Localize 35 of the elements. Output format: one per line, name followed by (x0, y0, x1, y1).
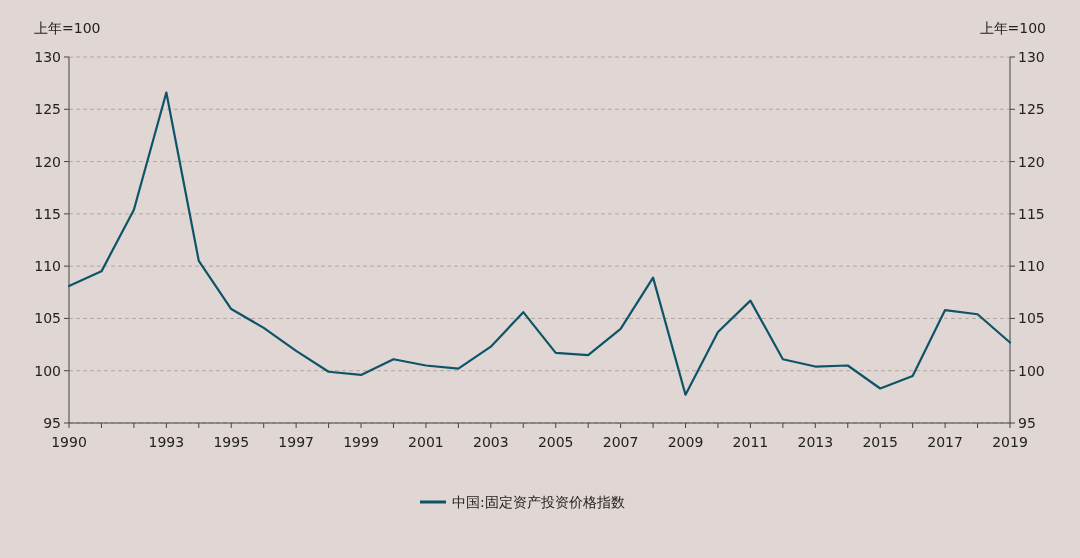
x-tick-label: 1995 (213, 434, 250, 450)
y-tick-label: 130 (34, 49, 61, 65)
y2-tick-label: 115 (1018, 205, 1045, 222)
x-tick-label: 2005 (537, 434, 574, 450)
x-tick-label: 2011 (732, 434, 769, 450)
y-tick-label: 105 (34, 310, 61, 327)
x-tick-label: 2003 (473, 434, 509, 450)
y-tick-label: 120 (34, 153, 61, 170)
y-axis-title: 上年=100 (34, 20, 101, 36)
y2-tick-label: 125 (1018, 101, 1045, 118)
y2-tick-label: 100 (1018, 362, 1045, 379)
x-tick-label: 2015 (862, 434, 899, 450)
y-tick-label: 125 (34, 101, 61, 118)
x-tick-label: 2019 (992, 434, 1028, 450)
y2-axis-title: 上年=100 (979, 20, 1046, 36)
x-tick-label: 1997 (278, 434, 314, 450)
y2-tick-label: 105 (1018, 310, 1045, 327)
legend-label: 中国:固定资产投资价格指数 (452, 494, 625, 510)
y2-tick-label: 120 (1018, 153, 1045, 170)
y-tick-label: 115 (34, 205, 61, 222)
x-tick-label: 2001 (408, 434, 444, 450)
x-tick-label: 2009 (667, 434, 704, 450)
y2-tick-label: 110 (1018, 258, 1045, 275)
x-tick-label: 1990 (51, 434, 87, 450)
x-tick-label: 1993 (148, 434, 185, 450)
x-tick-label: 2013 (797, 434, 834, 450)
y2-tick-label: 95 (1018, 415, 1036, 431)
y-tick-label: 110 (34, 258, 61, 275)
x-tick-label: 2017 (927, 434, 963, 450)
y-tick-label: 95 (43, 415, 61, 431)
x-tick-label: 1999 (343, 434, 379, 450)
y-tick-label: 100 (34, 362, 61, 379)
x-tick-label: 2007 (602, 434, 639, 450)
line-series (67, 91, 1012, 396)
y2-tick-label: 130 (1018, 49, 1045, 65)
